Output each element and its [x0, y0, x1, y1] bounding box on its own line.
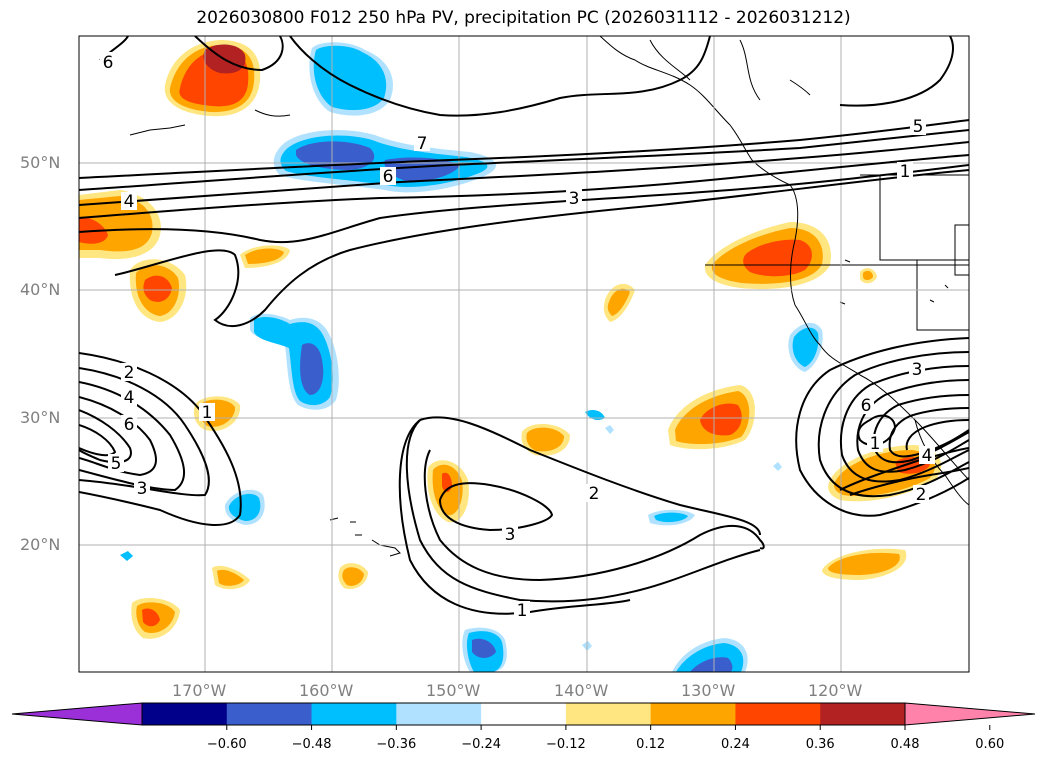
pv-contour-labels: 6 7 5 6 1 4 3 2 4 6 5 3 1 2 3 1 3 6 1 4 … [100, 52, 935, 621]
colorbar-extend-low [11, 702, 143, 726]
contour-label: 7 [414, 133, 430, 154]
contour-label: 3 [566, 189, 582, 209]
contour-label-text: 4 [922, 446, 933, 466]
contour-label-text: 5 [111, 454, 122, 474]
contour-label: 3 [134, 479, 150, 499]
lat-label-50n: 50°N [20, 153, 61, 172]
contour-label-text: 3 [505, 525, 516, 545]
contour-label: 6 [100, 52, 116, 73]
colorbar-segment [565, 703, 652, 725]
colorbar-tick-label: −0.48 [291, 737, 332, 752]
contour-label-text: 6 [124, 415, 135, 435]
colorbar-segment [735, 703, 821, 725]
colorbar-tick-label: 0.60 [975, 737, 1005, 752]
map-frame [78, 35, 970, 673]
contour-label: 1 [199, 403, 215, 423]
colorbar-tick-label: 0.24 [720, 737, 750, 752]
contour-label: 6 [380, 167, 396, 187]
contour-label-text: 6 [861, 396, 872, 416]
colorbar-extend-high [904, 702, 1036, 726]
contour-label: 1 [897, 162, 913, 182]
lon-label-170w: 170°W [172, 681, 227, 700]
colorbar-tick-label: −0.36 [376, 737, 417, 752]
contour-label: 3 [909, 360, 925, 380]
contour-label-text: 2 [124, 363, 135, 383]
contour-label-text: 1 [870, 434, 881, 454]
contour-label-text: 1 [202, 403, 213, 423]
contour-label: 1 [867, 434, 883, 454]
contour-label: 1 [514, 601, 530, 621]
colorbar-segment [142, 703, 228, 725]
colorbar-segment [396, 703, 482, 725]
colorbar-segment [481, 703, 567, 725]
map-title: 2026030800 F012 250 hPa PV, precipitatio… [196, 8, 851, 28]
lon-label-150w: 150°W [426, 681, 481, 700]
contour-label-text: 1 [517, 601, 528, 621]
contour-label: 6 [858, 396, 874, 416]
contour-label-text: 7 [417, 134, 428, 154]
colorbar-segment [226, 703, 313, 725]
lon-label-120w: 120°W [808, 681, 863, 700]
contour-label-text: 3 [137, 479, 148, 499]
contour-label: 2 [586, 484, 602, 504]
contour-label: 4 [121, 192, 137, 212]
contour-label-text: 6 [103, 53, 114, 73]
contour-label-text: 3 [912, 360, 923, 380]
contour-label: 4 [919, 446, 935, 466]
contour-label-text: 4 [124, 192, 135, 212]
precip-negative-shading [120, 42, 823, 672]
lat-label-20n: 20°N [20, 535, 61, 554]
colorbar-tick-label: 0.12 [636, 737, 666, 752]
contour-label-text: 2 [589, 484, 600, 504]
colorbar-tick-label: −0.12 [545, 737, 586, 752]
colorbar-tick-label: 0.48 [890, 737, 920, 752]
lon-label-160w: 160°W [299, 681, 354, 700]
colorbar-tick-label: −0.60 [206, 737, 247, 752]
contour-label-text: 3 [569, 189, 580, 209]
contour-label: 4 [121, 388, 137, 408]
map-area: 6 7 5 6 1 4 3 2 4 6 5 3 1 2 3 1 3 6 1 4 … [79, 36, 969, 672]
contour-label-text: 1 [900, 162, 911, 182]
contour-label: 5 [910, 117, 926, 137]
contour-label-text: 5 [913, 117, 924, 137]
colorbar-segment [311, 703, 397, 725]
lon-label-140w: 140°W [554, 681, 609, 700]
lat-label-40n: 40°N [20, 280, 61, 299]
colorbar-segment [820, 703, 906, 725]
contour-label: 2 [121, 363, 137, 383]
gridlines [79, 36, 969, 672]
contour-label-text: 4 [124, 388, 135, 408]
colorbar-tick-label: 0.36 [805, 737, 835, 752]
colorbar-frame [141, 702, 906, 726]
contour-label: 6 [121, 415, 137, 435]
contour-label-text: 2 [916, 485, 927, 505]
lon-label-130w: 130°W [681, 681, 736, 700]
contour-label-text: 6 [383, 167, 394, 187]
contour-label: 2 [913, 485, 929, 505]
contour-label: 3 [502, 525, 518, 545]
contour-label: 5 [108, 454, 124, 474]
colorbar-tick-label: −0.24 [461, 737, 502, 752]
lat-label-30n: 30°N [20, 408, 61, 427]
pv-contours [79, 36, 969, 615]
colorbar [11, 702, 1036, 730]
colorbar-segment [650, 703, 736, 725]
